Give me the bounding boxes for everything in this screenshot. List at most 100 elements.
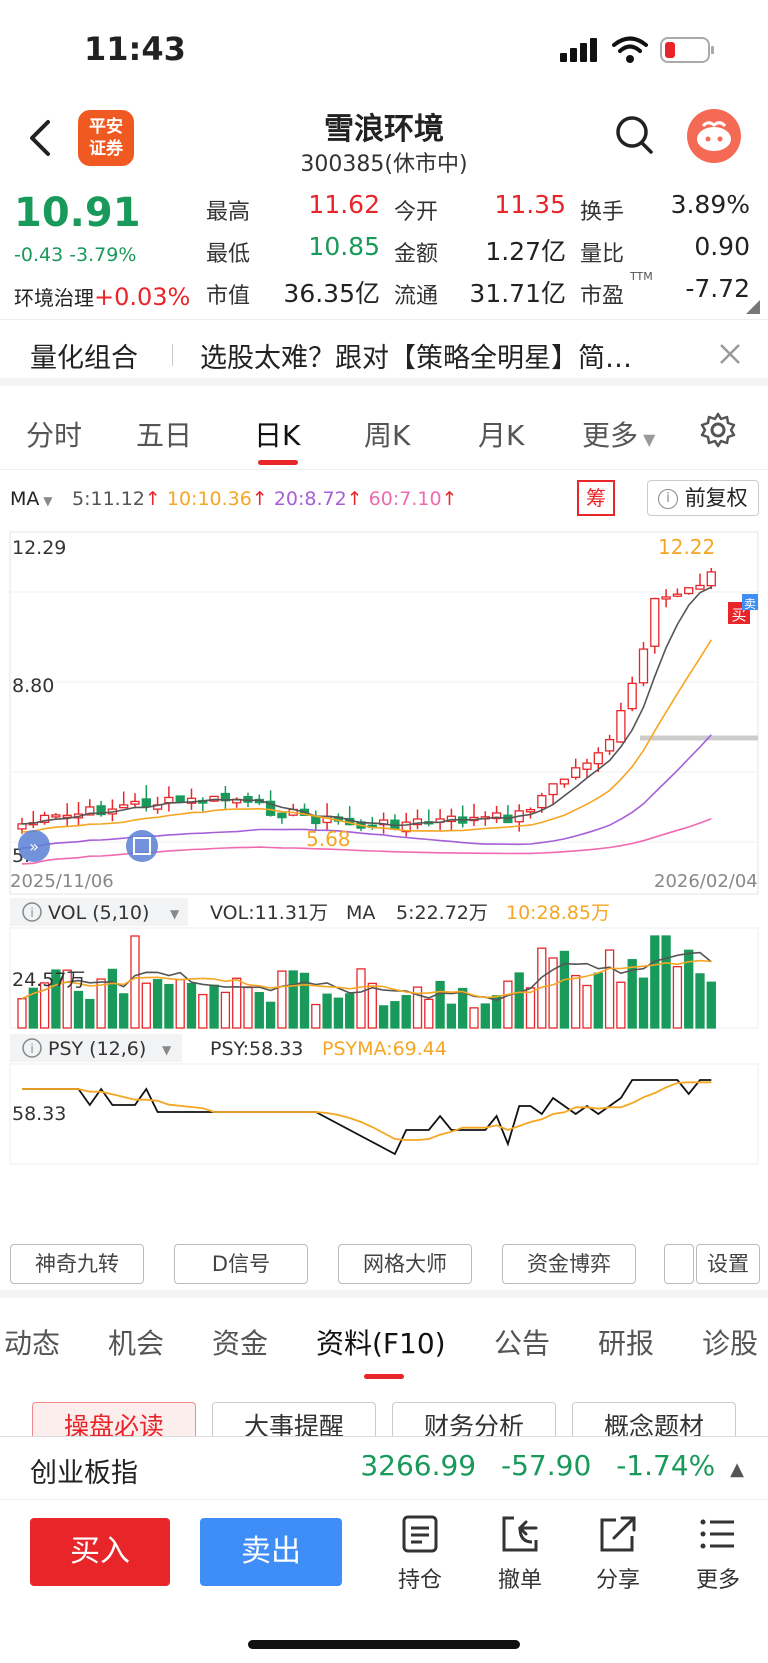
industry-name: 环境治理: [14, 286, 94, 310]
ma-selector[interactable]: MA ▼: [10, 488, 52, 510]
candle-body: [559, 778, 570, 785]
chip-distribution-button[interactable]: 筹: [577, 480, 615, 516]
candle-body: [311, 816, 321, 825]
share-action[interactable]: 分享: [578, 1514, 658, 1594]
status-bar: 11:43: [0, 0, 768, 96]
tab-five-day[interactable]: 五日: [136, 419, 193, 452]
nine-turn-button[interactable]: 神奇九转: [10, 1244, 144, 1284]
battery-icon: [660, 37, 714, 63]
candle-body: [119, 804, 129, 809]
kline-candles: [17, 567, 716, 837]
fund-game-button[interactable]: 资金博弈: [502, 1244, 636, 1284]
price-adjust-button[interactable]: i 前复权: [647, 480, 759, 516]
quote-value: 1.27亿: [485, 237, 566, 266]
ma10-value: 10:10.36: [166, 488, 252, 510]
active-tab-indicator: [258, 460, 298, 465]
volume-bar: [265, 1001, 276, 1029]
psyma-value: PSYMA:69.44: [322, 1038, 447, 1060]
promo-banner[interactable]: 量化组合 选股太难？跟对【策略全明星】简…: [0, 322, 768, 386]
tab-daily-k[interactable]: 日K: [254, 419, 301, 452]
ma-values: 5:11.12↑ 10:10.36↑ 20:8.72↑ 60:7.10↑: [72, 488, 457, 510]
volume-bar: [17, 998, 27, 1029]
tab-announcements[interactable]: 公告: [494, 1327, 551, 1360]
psy-axis-label: 58.33: [12, 1103, 66, 1125]
tab-research[interactable]: 研报: [598, 1327, 655, 1360]
tab-monthly-k[interactable]: 月K: [478, 419, 525, 452]
volume-bar: [672, 966, 683, 1029]
more-indicators-button[interactable]: [664, 1244, 694, 1284]
cellular-signal-icon: [560, 38, 597, 62]
ma-legend: MA ▼ 5:11.12↑ 10:10.36↑ 20:8.72↑ 60:7.10…: [0, 478, 768, 524]
close-icon[interactable]: [718, 342, 742, 366]
holdings-action[interactable]: 持仓: [380, 1514, 460, 1594]
indicator-settings-button[interactable]: 设置: [696, 1244, 760, 1284]
tab-weekly-k[interactable]: 周K: [364, 419, 411, 452]
stock-code: 300385(休市中): [300, 152, 468, 177]
banner-title: 量化组合: [30, 343, 138, 374]
kline-frame: [9, 531, 759, 895]
cancel-order-action[interactable]: 撤单: [480, 1514, 560, 1594]
wifi-icon: [612, 36, 648, 63]
volume-bar: [525, 987, 536, 1029]
quote-value: -7.72: [685, 274, 750, 303]
status-time: 11:43: [84, 30, 186, 68]
vol-title-bg[interactable]: [10, 898, 188, 926]
quote-label: 金额: [394, 242, 439, 267]
psyma-line: [22, 1081, 712, 1141]
index-ticker[interactable]: 创业板指 3266.99 -57.90 -1.74% ▲: [0, 1436, 768, 1500]
banner-text: 选股太难？跟对【策略全明星】简…: [200, 343, 632, 374]
up-arrow-icon: ↑: [441, 488, 458, 510]
buy-button[interactable]: 买入: [30, 1518, 170, 1586]
tab-opportunity[interactable]: 机会: [108, 1327, 165, 1360]
expand-corner-icon[interactable]: [746, 300, 760, 314]
tab-more[interactable]: 更多 ▼: [582, 414, 655, 454]
chart-period-tabs: 分时 五日 日K 周K 月K 更多 ▼: [0, 394, 768, 470]
back-arrow-icon[interactable]: [26, 118, 54, 158]
vol-ma-label: MA: [346, 902, 375, 924]
gear-icon[interactable]: [700, 412, 736, 448]
tab-f10[interactable]: 资料(F10): [316, 1327, 446, 1360]
tab-funds[interactable]: 资金: [212, 1327, 269, 1360]
psy-value: PSY:58.33: [210, 1038, 303, 1060]
broker-logo-text: 平安 证券: [89, 117, 123, 159]
industry-change[interactable]: 环境治理+0.03%: [14, 282, 190, 311]
volume-bar: [469, 1007, 479, 1029]
volume-bar: [356, 968, 366, 1029]
candle-body: [525, 808, 536, 813]
tab-intraday[interactable]: 分时: [26, 419, 83, 452]
quote-value: 10.85: [308, 232, 380, 261]
candle-body: [96, 805, 106, 816]
scroll-left-handle[interactable]: [18, 830, 50, 862]
volume-bar: [390, 1001, 400, 1029]
psy-title-bg[interactable]: [10, 1034, 182, 1062]
ma5-value: 5:11.12: [72, 488, 145, 510]
quote-value: 31.71亿: [469, 279, 566, 308]
volume-bar: [559, 950, 570, 1029]
zoom-handle[interactable]: [126, 830, 158, 862]
assistant-avatar-icon[interactable]: [686, 108, 742, 164]
low-price-marker: 5.68: [306, 827, 351, 851]
d-signal-button[interactable]: D信号: [174, 1244, 308, 1284]
tab-diagnosis[interactable]: 诊股: [702, 1327, 759, 1360]
volume-bar: [322, 993, 332, 1029]
chevron-up-icon[interactable]: ▲: [730, 1459, 744, 1480]
sell-marker[interactable]: [742, 594, 758, 610]
grid-master-button[interactable]: 网格大师: [338, 1244, 472, 1284]
volume-bar: [299, 972, 310, 1029]
search-icon[interactable]: [614, 114, 656, 158]
index-value: 3266.99: [360, 1449, 477, 1482]
volume-bar: [311, 1003, 321, 1029]
expand-icon: [133, 837, 151, 855]
more-action[interactable]: 更多: [678, 1514, 758, 1594]
kline-chart[interactable]: 12.29 8.80 5. 12.22 5.68 2025/11/06 2026…: [0, 524, 768, 1244]
sell-marker-label: 卖: [744, 597, 756, 611]
quote-value: 3.89%: [670, 190, 750, 219]
tab-news[interactable]: 动态: [4, 1327, 61, 1360]
volume-bar: [277, 970, 287, 1029]
chevron-down-icon: ▼: [162, 1043, 172, 1057]
sell-button[interactable]: 卖出: [200, 1518, 342, 1586]
volume-bar: [548, 957, 558, 1029]
volume-bar: [175, 978, 185, 1029]
psy-title: PSY (12,6): [48, 1038, 146, 1060]
ma-line: [21, 586, 712, 827]
